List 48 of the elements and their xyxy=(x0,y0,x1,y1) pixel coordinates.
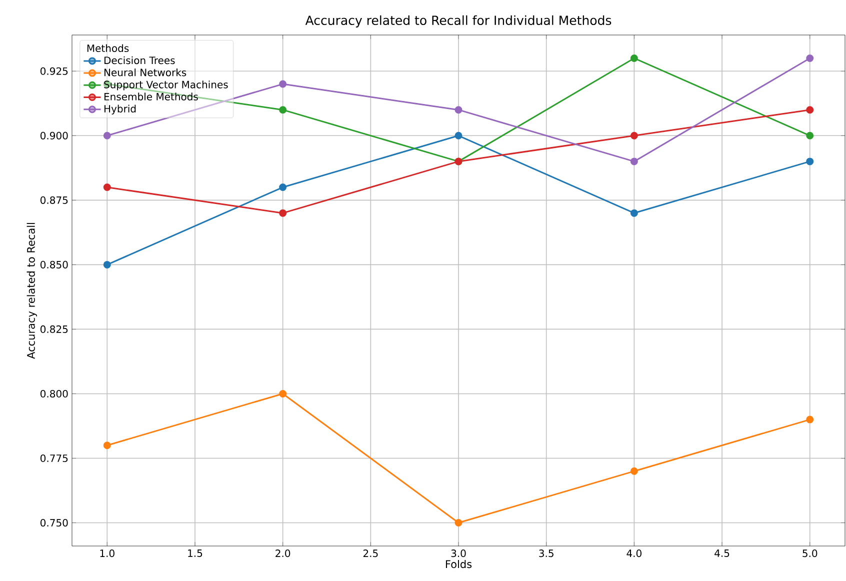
y-tick-label: 0.775 xyxy=(40,454,68,462)
x-tick-label: 5.0 xyxy=(802,550,818,558)
y-axis-title: Accuracy related to Recall xyxy=(26,222,37,359)
point xyxy=(103,442,111,450)
point xyxy=(630,209,638,217)
chart-title: Accuracy related to Recall for Individual Methods xyxy=(305,15,612,28)
point xyxy=(454,519,462,527)
point xyxy=(806,106,814,114)
x-tick-label: 4.5 xyxy=(714,550,730,557)
y-tick-label: 0.750 xyxy=(40,518,68,527)
point xyxy=(806,54,814,62)
point xyxy=(279,390,287,398)
point xyxy=(630,132,638,140)
point xyxy=(103,260,111,268)
legend-label: Hybrid xyxy=(104,104,136,114)
legend-label: Decision Trees xyxy=(104,56,175,64)
legend-label: Neural Networks xyxy=(104,68,186,76)
point xyxy=(630,158,638,166)
x-tick-label: 2.5 xyxy=(363,550,378,558)
y-tick-label: 0.850 xyxy=(40,260,68,268)
point xyxy=(279,209,287,217)
x-tick-label: 3.0 xyxy=(451,550,466,558)
x-tick-label: 3.5 xyxy=(539,550,554,558)
x-axis-title: Folds xyxy=(446,560,472,568)
point xyxy=(630,54,638,62)
point xyxy=(630,467,638,475)
legend-label: Ensemble Methods xyxy=(104,92,198,100)
point xyxy=(806,132,814,140)
x-tick-label: 4.0 xyxy=(626,550,642,558)
point xyxy=(103,132,111,140)
point xyxy=(454,106,462,114)
legend-label: Support Vector Machines xyxy=(104,80,228,90)
x-tick-label: 1.0 xyxy=(100,550,114,558)
y-tick-label: 0.800 xyxy=(40,390,68,398)
y-tick-label: 0.825 xyxy=(40,325,68,333)
point xyxy=(806,416,814,424)
x-tick-label: 1.5 xyxy=(188,550,202,557)
point xyxy=(454,132,462,140)
legend-title: Methods xyxy=(87,44,129,52)
point xyxy=(279,106,287,114)
y-tick-label: 0.925 xyxy=(40,67,68,75)
x-tick-label: 2.0 xyxy=(276,550,290,558)
point xyxy=(279,184,287,192)
point xyxy=(103,184,111,192)
point xyxy=(806,158,814,166)
y-tick-label: 0.900 xyxy=(40,132,68,140)
point xyxy=(279,80,287,88)
y-tick-label: 0.875 xyxy=(40,196,68,204)
